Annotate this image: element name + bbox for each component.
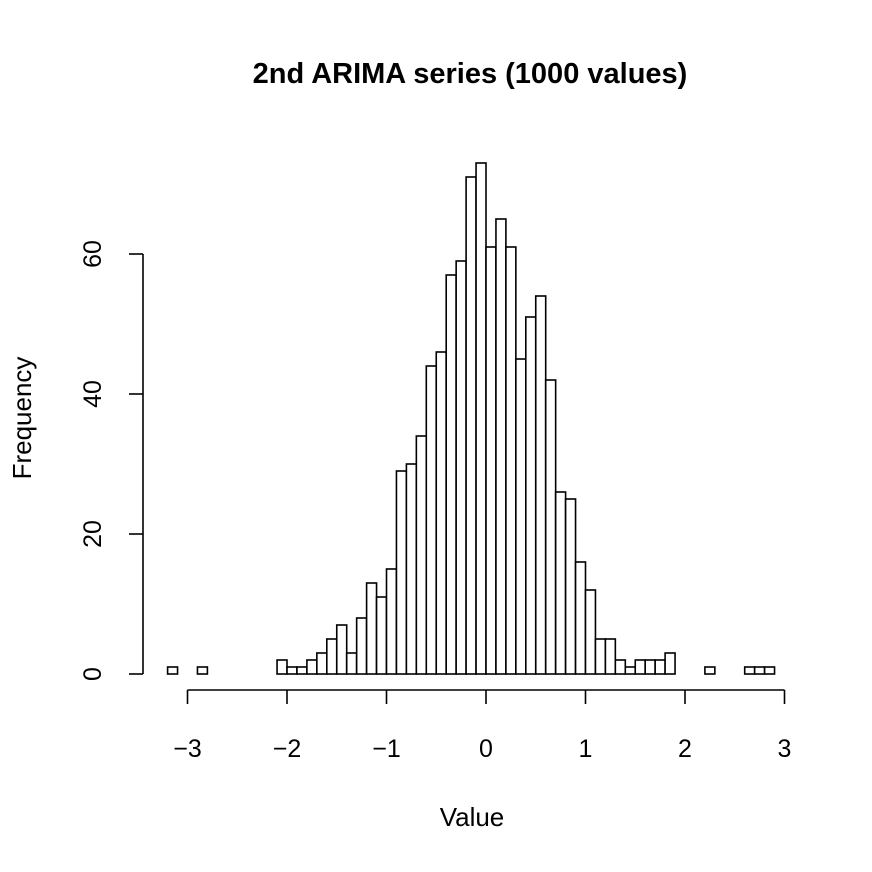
x-axis: −3 −2 −1 0 1 2 3 — [173, 689, 792, 763]
histogram-bar — [624, 666, 637, 675]
histogram-bar — [654, 659, 666, 675]
histogram-bar — [316, 652, 328, 675]
x-tick-label: −1 — [372, 735, 401, 763]
y-tick-label: 20 — [79, 520, 107, 548]
histogram-bar — [485, 246, 497, 675]
y-axis-label: Frequency — [7, 357, 37, 480]
histogram-bar — [753, 666, 766, 675]
x-axis-label: Value — [440, 802, 505, 832]
histogram-bar — [465, 176, 477, 675]
histogram-bar — [704, 666, 716, 675]
histogram-bar — [604, 638, 617, 675]
y-tick-label: 60 — [79, 240, 107, 268]
histogram-bar — [554, 491, 567, 675]
histogram-bar — [475, 162, 487, 675]
histogram-bar — [306, 659, 318, 675]
histogram-bar — [166, 666, 179, 675]
histogram-bar — [664, 652, 676, 675]
histogram-bar — [445, 274, 457, 675]
histogram-bar — [345, 652, 358, 675]
histogram-bar — [415, 435, 428, 675]
histogram-bar — [286, 666, 298, 675]
x-tick-label: 1 — [579, 735, 593, 763]
x-tick-label: 3 — [778, 735, 792, 763]
histogram-bar — [505, 246, 517, 675]
histogram-bar — [405, 463, 418, 675]
histogram-bar — [365, 582, 378, 675]
histogram-bar — [335, 624, 348, 675]
histogram-bars — [166, 162, 776, 675]
histogram-bar — [425, 365, 438, 675]
histogram-bar — [375, 596, 388, 675]
chart-title: 2nd ARIMA series (1000 values) — [253, 58, 688, 90]
histogram-bar — [544, 379, 557, 675]
histogram-bar — [594, 638, 607, 675]
x-tick-label: 0 — [479, 735, 493, 763]
histogram-bar — [395, 470, 408, 675]
histogram-bar — [614, 659, 627, 675]
y-axis: 0 20 40 60 — [79, 240, 144, 681]
histogram-bar — [355, 617, 368, 675]
histogram-bar — [644, 659, 656, 675]
histogram-bar — [325, 638, 338, 675]
histogram-bar — [534, 295, 547, 675]
histogram-bar — [495, 218, 507, 675]
histogram-bar — [296, 666, 308, 675]
y-tick-label: 0 — [79, 667, 107, 681]
histogram-bar — [574, 561, 587, 675]
y-tick-label: 40 — [79, 380, 107, 408]
histogram-bar — [743, 666, 756, 675]
histogram-bar — [584, 589, 597, 675]
histogram-bar — [435, 351, 447, 675]
x-tick-label: 2 — [678, 735, 692, 763]
histogram-bar — [763, 666, 776, 675]
histogram-bar — [276, 659, 288, 675]
histogram-bar — [634, 659, 646, 675]
histogram-bar — [385, 568, 398, 675]
x-tick-label: −3 — [173, 735, 202, 763]
histogram-bar — [524, 316, 537, 675]
histogram-bar — [196, 666, 209, 675]
histogram-bar — [455, 260, 467, 675]
x-tick-label: −2 — [273, 735, 302, 763]
histogram-bar — [515, 358, 527, 675]
histogram-bar — [564, 498, 577, 675]
